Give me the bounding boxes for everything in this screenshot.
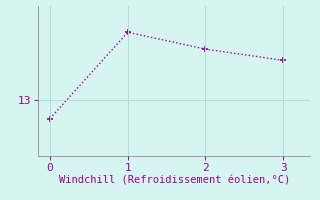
X-axis label: Windchill (Refroidissement éolien,°C): Windchill (Refroidissement éolien,°C) (59, 176, 290, 186)
